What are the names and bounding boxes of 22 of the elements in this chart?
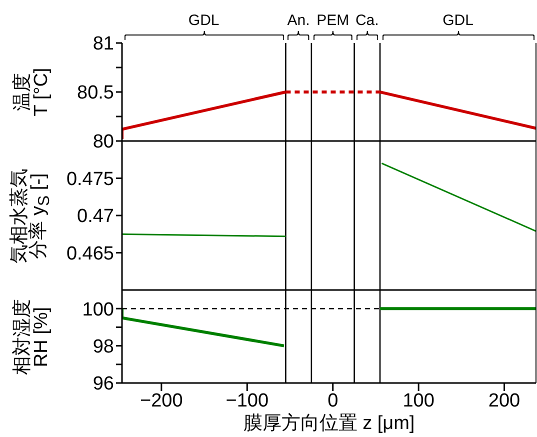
y-axis-title: 温度 T [°C]	[12, 68, 52, 116]
text: An.	[287, 12, 310, 29]
y-tick-label: 80	[92, 132, 114, 153]
text: Ca.	[355, 12, 379, 29]
y-tick-label: 96	[92, 374, 114, 395]
y-tick-label: 80.5	[77, 82, 114, 104]
x-tick-label: 200	[488, 390, 520, 412]
x-tick-label: −100	[226, 390, 269, 412]
x-axis-title: 膜厚方向位置 z [μm]	[243, 413, 415, 434]
y-tick-label: 81	[92, 34, 114, 55]
text: GDL	[188, 12, 220, 29]
y-axis-title: 相対湿度 RH [%]	[12, 298, 52, 374]
y-tick-label: 0.475	[66, 168, 114, 190]
text: GDL	[442, 12, 474, 29]
text: PEM	[316, 12, 350, 29]
x-tick-label: 100	[402, 390, 434, 412]
x-tick-label: 0	[328, 390, 338, 412]
y-tick-label: 98	[92, 336, 114, 358]
y-tick-label: 100	[82, 299, 114, 320]
x-tick-label: −200	[140, 390, 183, 412]
y-tick-label: 0.465	[66, 243, 114, 264]
y-tick-label: 0.47	[77, 206, 114, 228]
